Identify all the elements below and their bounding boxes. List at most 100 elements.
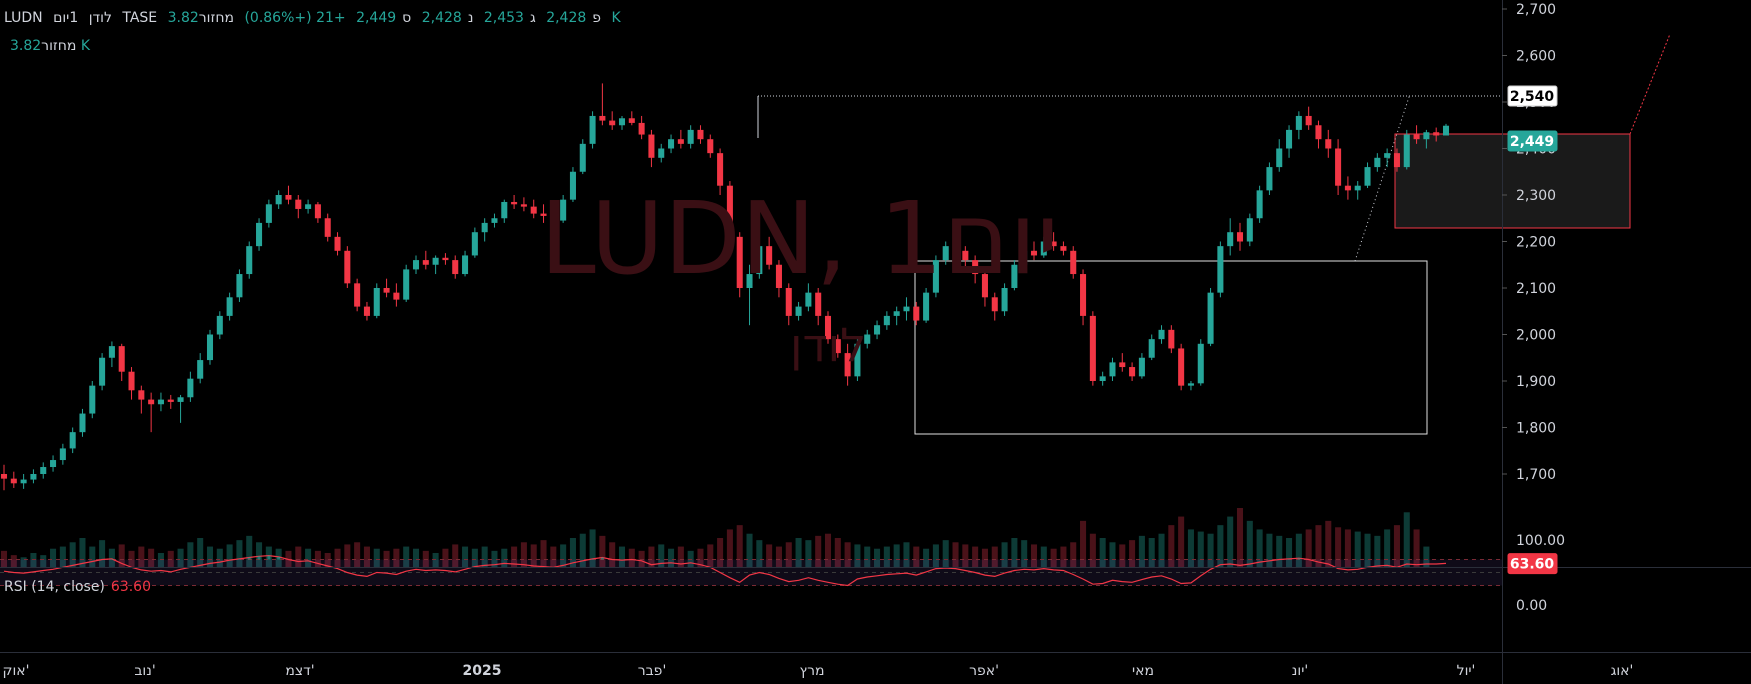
- candle-body: [30, 474, 37, 480]
- volume-bar: [579, 533, 586, 568]
- volume-bar: [795, 538, 802, 568]
- rsi-legend[interactable]: RSI (14, close) 63.60: [4, 579, 151, 595]
- volume-bar: [501, 548, 508, 568]
- candle-body: [1305, 115, 1312, 126]
- candle-body: [736, 236, 743, 288]
- open-value: 2,428: [546, 10, 587, 26]
- volume-label: מחזור: [198, 10, 234, 26]
- candle-body: [1060, 246, 1067, 251]
- candle-body: [10, 478, 17, 484]
- x-tick-label: דצמ': [285, 663, 314, 679]
- candle-body: [471, 232, 478, 256]
- volume-bar: [59, 546, 66, 568]
- volume-bar: [775, 546, 782, 568]
- candle-body: [422, 260, 429, 265]
- volume-bar: [1413, 529, 1420, 568]
- interval[interactable]: 1יום: [53, 10, 79, 26]
- volume-bar: [1178, 516, 1185, 568]
- volume-bar: [648, 546, 655, 568]
- candle-body: [1335, 148, 1342, 186]
- volume-bar: [1119, 544, 1126, 568]
- volume-bar: [471, 548, 478, 568]
- candle-body: [1423, 132, 1430, 140]
- candle-body: [618, 118, 626, 126]
- volume-bar: [874, 548, 881, 568]
- x-tick-label: יול': [1457, 663, 1476, 679]
- volume-bar: [609, 542, 616, 568]
- volume-bar: [628, 548, 635, 568]
- volume-bar: [668, 548, 675, 568]
- candle-body: [1109, 362, 1116, 377]
- volume-bar: [1011, 538, 1018, 568]
- candlesticks: [0, 83, 1450, 491]
- candle-body: [246, 246, 253, 275]
- candle-body: [569, 171, 576, 200]
- volume-bar: [1080, 520, 1087, 568]
- y-tick-label: 2,200: [1516, 235, 1556, 251]
- candle-body: [403, 269, 410, 300]
- volume-bar: [893, 544, 900, 568]
- candle-body: [118, 346, 125, 372]
- price-badge-level: 2,540: [1510, 89, 1555, 105]
- candle-body: [334, 236, 341, 251]
- volume-bar: [40, 555, 47, 568]
- volume-bar: [540, 540, 547, 568]
- candle-body: [1236, 232, 1244, 242]
- y-tick-label: 1,800: [1516, 421, 1556, 437]
- candle-body: [638, 122, 645, 135]
- candle-body: [1413, 134, 1420, 140]
- candle-body: [393, 292, 400, 300]
- candle-body: [89, 385, 96, 414]
- candle-body: [717, 153, 724, 186]
- volume-bar: [197, 538, 204, 568]
- change-value: +21 (+0.86%): [244, 10, 346, 26]
- rsi-line: [3, 554, 1447, 587]
- volume-bar: [913, 546, 920, 568]
- high-value: 2,453: [483, 10, 524, 26]
- candle-body: [913, 306, 920, 321]
- volume-indicator-row[interactable]: מחזור3.82 K: [4, 38, 90, 54]
- volume-bar: [177, 548, 184, 568]
- low-label: נ: [467, 10, 474, 26]
- candle-body: [687, 129, 694, 144]
- close-label: ס: [402, 10, 412, 26]
- candle-body: [1099, 376, 1106, 381]
- volume-bar: [1335, 527, 1342, 568]
- symbol[interactable]: LUDN: [4, 10, 43, 26]
- candle-body: [1178, 348, 1185, 386]
- candle-body: [20, 479, 27, 484]
- volume-bar: [187, 542, 194, 568]
- candle-body: [1207, 292, 1214, 344]
- rsi-label: RSI (14, close): [4, 579, 105, 595]
- volume-bar: [1158, 533, 1165, 568]
- candle-body: [354, 283, 361, 307]
- candle-body: [491, 218, 498, 223]
- volume-bar: [1344, 529, 1351, 568]
- x-tick-label: מרץ: [800, 663, 825, 679]
- candle-body: [1364, 167, 1371, 186]
- candle-body: [226, 297, 233, 316]
- volume-bar: [805, 540, 812, 568]
- volume-bar: [1423, 546, 1430, 568]
- volume-bar: [452, 544, 459, 568]
- candle-body: [746, 274, 753, 288]
- volume-bar: [373, 548, 380, 568]
- volume-bar: [756, 540, 763, 568]
- volume-bar: [1266, 533, 1273, 568]
- candle-body: [599, 115, 606, 121]
- volume-bar: [824, 533, 832, 568]
- candle-body: [854, 343, 861, 377]
- volume-bar: [412, 548, 420, 568]
- candle-body: [824, 315, 832, 340]
- candle-body: [1325, 139, 1332, 149]
- candle-body: [285, 195, 292, 200]
- rsi-badge-bg: [1507, 553, 1558, 575]
- candle-body: [795, 306, 802, 316]
- candle-body: [1384, 153, 1391, 158]
- volume-bar: [658, 544, 665, 568]
- volume-bar: [1256, 529, 1263, 568]
- volume-bar: [1060, 546, 1067, 568]
- volume-bar: [697, 548, 704, 568]
- candle-body: [893, 311, 900, 316]
